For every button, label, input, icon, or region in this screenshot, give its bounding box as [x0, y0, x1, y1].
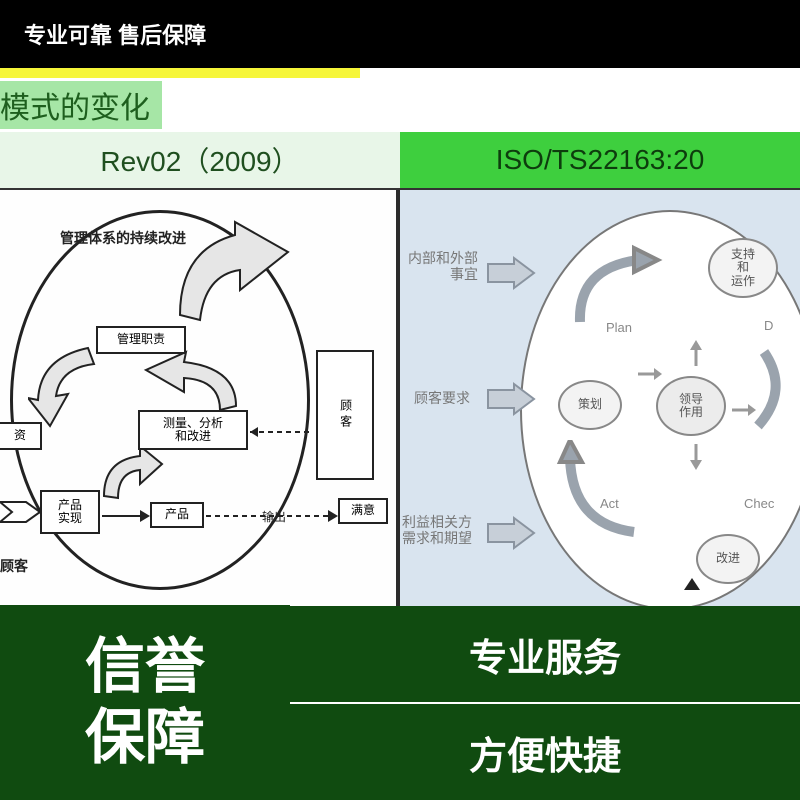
label-customer-in: 顾客: [0, 558, 28, 575]
block-arrow-icon: [486, 382, 536, 416]
yellow-strip: [0, 68, 800, 78]
phase-check: Chec: [744, 496, 774, 511]
phase-do: D: [764, 318, 773, 333]
box-satisfaction: 满意: [338, 498, 388, 524]
swoosh-arrow-low: [96, 446, 166, 506]
diagram-row: 管理体系的持续改进 管理职责 资 测量、分析 和改进 产品 实现 产品: [0, 188, 800, 628]
input-stakeholder: 利益相关方 需求和期望: [402, 514, 472, 546]
small-arrow-icon: [730, 400, 756, 420]
small-arrow-icon: [636, 364, 662, 384]
column-headers: Rev02（2009） ISO/TS22163:20: [0, 132, 800, 188]
strip-professional-service: 专业服务: [290, 606, 800, 702]
panel-rev02: 管理体系的持续改进 管理职责 资 测量、分析 和改进 产品 实现 产品: [0, 190, 400, 628]
cycle-arrow-icon: [560, 244, 670, 334]
small-arrow-icon: [686, 340, 706, 370]
box-product-realization: 产品 实现: [40, 490, 100, 534]
section-title: 模式的变化: [0, 81, 162, 129]
arrow-product: [100, 506, 152, 526]
input-context: 内部和外部 事宜: [408, 250, 478, 282]
badge-line1: 信誉: [85, 632, 205, 703]
node-planning: 策划: [558, 380, 622, 430]
header-left: Rev02（2009）: [0, 132, 400, 188]
strip-convenient: 方便快捷: [290, 704, 800, 800]
panel-ts22163: 内部和外部 事宜 顾客要求 利益相关方 需求和期望 Plan D Act Che…: [400, 190, 800, 628]
label-output: 输出: [262, 510, 286, 524]
node-leadership: 领导 作用: [656, 376, 726, 436]
block-arrow-icon: [486, 516, 536, 550]
input-customer-req: 顾客要求: [414, 390, 470, 406]
box-mgmt-responsibility: 管理职责: [96, 326, 186, 354]
section-title-row: 模式的变化: [0, 78, 800, 132]
dashed-link-1: [248, 424, 320, 440]
node-support-operation: 支持 和 运作: [708, 238, 778, 298]
chevron-input-icon: [0, 498, 44, 526]
top-banner: 专业可靠 售后保障: [0, 0, 800, 68]
cycle-arrow-icon: [556, 440, 656, 550]
box-product: 产品: [150, 502, 204, 528]
badge-line2: 保障: [85, 703, 205, 774]
block-arrow-icon: [486, 256, 536, 290]
box-customer-out: 顾客: [316, 350, 374, 480]
caption-continuous-improvement: 管理体系的持续改进: [60, 230, 186, 247]
node-improvement: 改进: [696, 534, 760, 584]
box-measure-analyze: 测量、分析 和改进: [138, 410, 248, 450]
swoosh-arrow-top: [170, 220, 310, 340]
box-resource: 资: [0, 422, 42, 450]
header-right: ISO/TS22163:20: [400, 132, 800, 188]
marker-triangle-icon: [684, 578, 700, 590]
small-arrow-icon: [686, 442, 706, 472]
badge-reputation: 信誉 保障: [0, 605, 290, 800]
